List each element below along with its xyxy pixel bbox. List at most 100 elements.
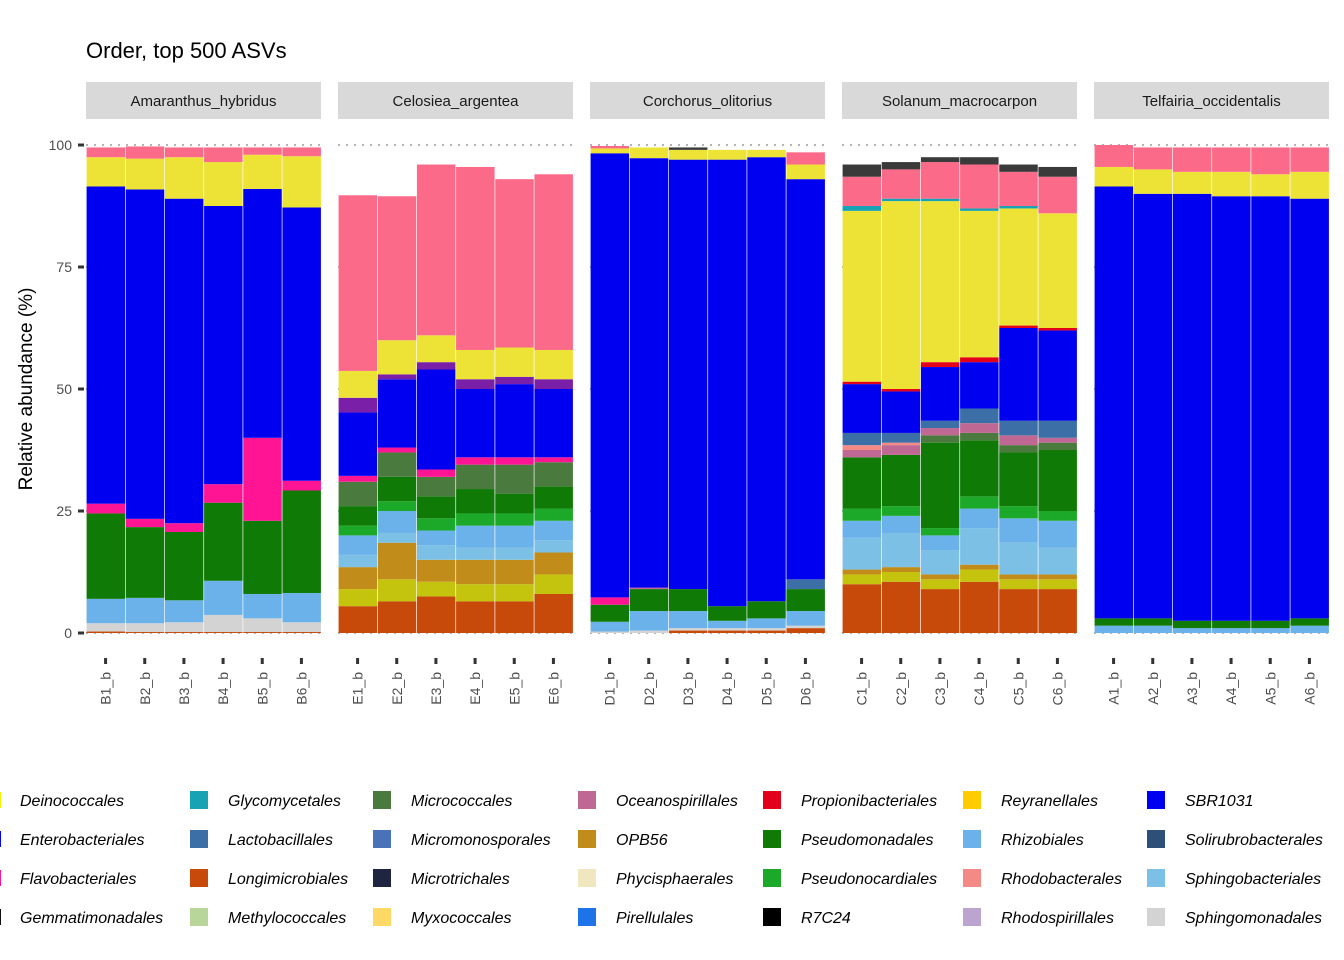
bar-segment [495,525,534,548]
bar-segment [456,457,495,465]
legend-label: OPB56 [616,832,668,849]
legend-item: Rhizobiales [963,830,1084,849]
bar-segment [1172,193,1212,621]
bar-segment [920,198,960,202]
bar-segment [920,435,960,443]
y-tick-label: 50 [56,381,72,397]
x-tick-label: C3_b [932,672,948,706]
bar-segment [282,147,321,157]
bar-segment [282,156,321,208]
bar-segment [842,508,882,521]
bar-segment [456,584,495,602]
bar-segment [786,589,825,612]
x-tick-label: E5_b [506,672,522,705]
x-tick-label: C2_b [893,672,909,706]
x-tick-label: B6_b [293,672,309,705]
legend-item: Oceanospirillales [578,791,738,810]
bar-segment [377,501,417,511]
bar-segment [1038,328,1077,331]
bar-segment [1212,196,1251,621]
bar-segment [377,511,417,533]
legend-key [190,830,208,848]
bar-segment [282,592,321,623]
legend-item: Flavobacteriales [0,870,137,888]
legend-item: Phycisphaerales [578,869,733,888]
bar-segment [960,164,999,209]
bar-segment [416,596,456,633]
facet-panel: Solanum_macrocarpon C1_b C2_b C3_b C4_b C5_b C… [842,82,1077,705]
bar-segment [842,457,882,509]
bar-segment [377,601,417,633]
bar-stack [282,147,321,633]
bar-stack [1212,147,1251,633]
bar-segment [1038,511,1077,521]
legend-key [963,869,981,887]
bar-segment [999,328,1038,421]
legend-key [963,830,981,848]
bar-segment [629,158,669,588]
legend-label: Reyranellales [1001,793,1098,810]
x-tick-label: C6_b [1049,672,1065,706]
bar-segment [786,179,825,580]
bar-segment [590,621,630,632]
bar-segment [495,179,534,348]
x-tick-label: D4_b [719,672,735,706]
bar-segment [920,362,960,368]
bar-segment [999,506,1038,519]
bar-stack [629,147,669,633]
bar-segment [243,632,282,633]
bar-segment [243,147,282,155]
bar-stack [534,174,573,633]
bar-segment [534,457,573,463]
bar-segment [86,186,126,504]
facet-strip [1094,82,1329,119]
legend-key [1147,908,1165,926]
bar-segment [164,600,204,623]
bar-segment [1038,437,1077,443]
legend-label: Gemmatimonadales [20,910,163,927]
x-tick-label: A2_b [1145,672,1161,705]
bar-segment [125,527,165,598]
bar-stack [1172,147,1212,633]
bar-stack [747,149,786,633]
bar-segment [416,581,456,597]
bar-segment [204,502,243,581]
bar-segment [534,174,573,350]
bar-segment [920,157,960,163]
bar-segment [881,515,921,533]
bar-segment [708,620,747,629]
bar-segment [1172,171,1212,194]
legend-label: Flavobacteriales [20,871,137,888]
x-tick-label: D2_b [641,672,657,706]
bar-segment [416,164,456,336]
legend-label: Phycisphaerales [616,871,733,888]
bar-segment [842,520,882,538]
x-tick-label: D1_b [602,672,618,706]
bar-segment [204,614,243,633]
bar-segment [629,147,669,159]
legend-label: Rhizobiales [1001,832,1084,849]
facet-panel: Amaranthus_hybridus B1_b B2_b B3_b B4_b B5_b B… [86,82,321,705]
bar-segment [377,476,417,502]
bar-segment [338,535,378,555]
bar-segment [534,593,573,633]
bar-segment [125,623,165,633]
legend-item: Gemmatimonadales [0,909,163,927]
bar-segment [86,631,126,633]
legend-label: Enterobacteriales [20,832,145,849]
legend: Deinococcales Enterobacteriales Flavobacte… [0,791,1323,927]
bar-segment [590,597,630,605]
bar-segment [282,207,321,481]
bar-segment [416,469,456,477]
bar-segment [960,564,999,570]
bar-segment [999,574,1038,580]
bar-segment [881,442,921,446]
bar-segment [204,162,243,206]
bar-segment [747,601,786,619]
bar-segment [1251,628,1290,633]
bar-segment [125,518,165,528]
facet-strip [590,82,825,119]
bar-segment [534,574,573,594]
legend-item: Solirubrobacterales [1147,830,1323,849]
